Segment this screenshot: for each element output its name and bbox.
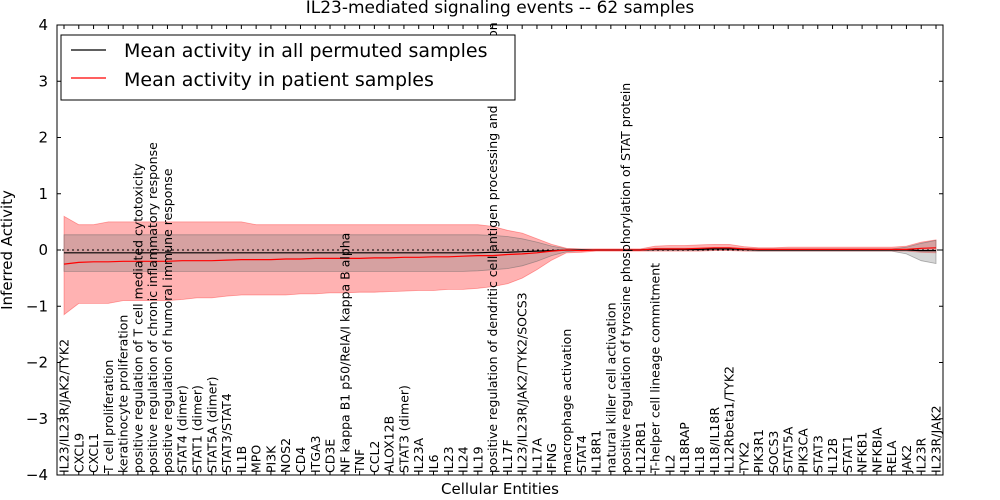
x-tick-label: IL23A	[411, 437, 426, 473]
x-tick-label: IL19	[470, 446, 485, 473]
x-tick-label: IL23/IL23R/JAK2/TYK2	[57, 339, 72, 473]
y-tick-label: 1	[38, 185, 48, 203]
x-tick-label: STAT3	[810, 435, 825, 473]
x-tick-label: IL6	[426, 454, 441, 473]
x-axis-label: Cellular Entities	[441, 480, 559, 498]
x-tick-label: CD4	[293, 447, 308, 473]
legend: Mean activity in all permuted samples Me…	[60, 34, 516, 101]
x-tick-label: JAK2	[899, 445, 914, 474]
chart-title: IL23-mediated signaling events -- 62 sam…	[306, 0, 695, 18]
x-tick-label: PI3K	[263, 445, 278, 473]
x-tick-label: IL23	[441, 446, 456, 473]
x-tick-label: CD3E	[323, 439, 338, 473]
y-tick-label: −3	[26, 410, 48, 428]
x-tick-label: PIK3R1	[751, 429, 766, 473]
x-tick-label: TYK2	[736, 442, 751, 474]
x-tick-label: positive regulation of T cell mediated c…	[130, 163, 145, 473]
y-tick-label: −2	[26, 354, 48, 372]
x-tick-label: positive regulation of humoral immune re…	[160, 168, 175, 473]
x-tick-label: CXCL1	[86, 433, 101, 473]
y-tick-label: 4	[38, 16, 48, 34]
x-tick-label: STAT5A	[781, 426, 796, 473]
x-tick-label: NF kappa B1 p50/RelA/I kappa B alpha	[337, 233, 352, 473]
x-tick-label: IL2	[663, 454, 678, 473]
x-tick-label: TNF	[352, 449, 367, 474]
x-tick-label: SOCS3	[766, 431, 781, 473]
x-tick-label: IL24	[456, 446, 471, 473]
x-tick-label: NFKB1	[855, 432, 870, 473]
y-tick-label: 2	[38, 129, 48, 147]
x-tick-label: PIK3CA	[796, 428, 811, 473]
y-tick-label: −1	[26, 297, 48, 315]
x-tick-label: IFNG	[544, 443, 559, 473]
x-tick-label: macrophage activation	[559, 329, 574, 473]
series-line-patient	[63, 247, 937, 265]
x-tick-label: T-helper cell lineage commitment	[648, 263, 663, 474]
x-tick-label: IL12RB1	[633, 421, 648, 473]
x-tick-label: CXCL9	[71, 433, 86, 473]
legend-label-permuted: Mean activity in all permuted samples	[124, 40, 487, 62]
legend-label-patient: Mean activity in patient samples	[124, 69, 434, 91]
x-tick-label: ITGA3	[308, 435, 323, 473]
x-tick-label: RELA	[884, 440, 899, 473]
x-tick-label: STAT4 (dimer)	[175, 385, 190, 473]
x-tick-label: STAT5A (dimer)	[204, 377, 219, 473]
x-tick-label: IL12Rbeta1/TYK2	[722, 366, 737, 473]
x-tick-label: STAT1 (dimer)	[190, 385, 205, 473]
y-tick-label: 0	[38, 241, 48, 259]
plot-frame	[56, 24, 944, 476]
x-tick-label: positive regulation of chronic inflammat…	[145, 142, 160, 473]
x-tick-label: CCL2	[367, 441, 382, 473]
x-tick-label: ALOX12B	[382, 416, 397, 473]
x-tick-label: STAT3 (dimer)	[396, 385, 411, 473]
x-tick-label: NOS2	[278, 438, 293, 473]
x-tick-label: IL18/IL18R	[707, 407, 722, 473]
x-tick-label: IL18R1	[589, 430, 604, 473]
x-tick-label: IL18RAP	[677, 422, 692, 473]
x-tick-label: IL1B	[234, 446, 249, 473]
x-tick-label: IL23/IL23R/JAK2/TYK2/SOCS3	[515, 292, 530, 473]
x-tick-label: IL18	[692, 446, 707, 473]
x-tick-label: IL12B	[825, 438, 840, 473]
x-tick-label: IL23R/JAK2	[929, 405, 944, 473]
legend-box	[60, 34, 516, 101]
x-tick-label: positive regulation of dendritic cell an…	[485, 22, 500, 473]
x-tick-label: IL17F	[500, 439, 515, 473]
x-tick-label: IL23R	[914, 437, 929, 473]
x-tick-label: NFKBIA	[869, 427, 884, 473]
x-tick-label: STAT3/STAT4	[219, 393, 234, 473]
x-tick-label: STAT1	[840, 435, 855, 473]
y-axis-label: Inferred Activity	[0, 190, 16, 310]
x-tick-label: IL17A	[529, 437, 544, 473]
x-tick-label: MPO	[249, 445, 264, 473]
x-tick-label: positive regulation of tyrosine phosphor…	[618, 83, 633, 473]
y-tick-label: −4	[26, 466, 48, 484]
band-permuted	[63, 234, 937, 272]
y-tick-label: 3	[38, 72, 48, 90]
x-tick-label: STAT4	[574, 435, 589, 473]
x-tick-label: natural killer cell activation	[603, 302, 618, 473]
x-tick-label: T cell proliferation	[101, 360, 116, 474]
x-tick-label: keratinocyte proliferation	[116, 315, 131, 473]
